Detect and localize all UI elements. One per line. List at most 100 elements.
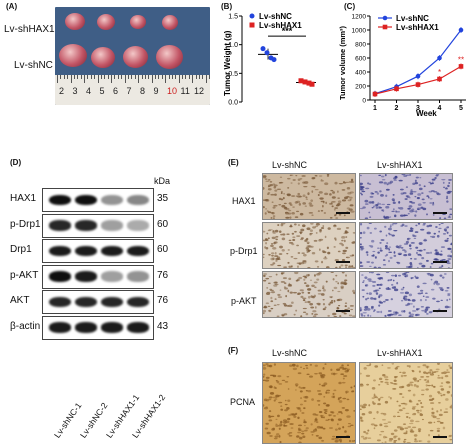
cell-nucleus — [397, 274, 402, 277]
cell-nucleus — [428, 190, 433, 193]
cell-nucleus — [302, 261, 307, 264]
cell-nucleus — [360, 419, 364, 422]
cell-nucleus — [393, 379, 397, 383]
cell-nucleus — [312, 226, 316, 229]
cell-nucleus — [428, 433, 430, 437]
cell-nucleus — [300, 315, 303, 317]
cell-nucleus — [334, 181, 338, 185]
cell-nucleus — [393, 440, 397, 443]
cell-nucleus — [283, 424, 286, 427]
cell-nucleus — [327, 251, 331, 255]
cell-nucleus — [446, 298, 449, 302]
cell-nucleus — [430, 190, 435, 192]
cell-nucleus — [360, 231, 363, 235]
cell-nucleus — [298, 276, 303, 280]
cell-nucleus — [348, 439, 352, 443]
cell-nucleus — [283, 304, 288, 307]
blot-kda-label: 60 — [157, 218, 169, 230]
cell-nucleus — [448, 179, 452, 181]
cell-nucleus — [268, 309, 272, 313]
cell-nucleus — [318, 436, 323, 440]
cell-nucleus — [296, 278, 300, 282]
cell-nucleus — [401, 310, 405, 313]
cell-nucleus — [448, 434, 452, 437]
cell-nucleus — [360, 416, 363, 419]
c-xtick-label: 5 — [459, 105, 463, 112]
cell-nucleus — [441, 371, 444, 375]
cell-nucleus — [303, 253, 307, 257]
blot-band — [127, 271, 149, 282]
cell-nucleus — [303, 421, 307, 424]
cell-nucleus — [405, 174, 410, 176]
cell-nucleus — [373, 309, 376, 312]
cell-nucleus — [378, 181, 384, 184]
cell-nucleus — [297, 182, 300, 185]
cell-nucleus — [406, 442, 411, 443]
cell-nucleus — [291, 301, 294, 304]
cell-nucleus — [341, 239, 344, 242]
cell-nucleus — [366, 226, 370, 230]
cell-nucleus — [405, 240, 409, 244]
cell-nucleus — [401, 223, 405, 227]
cell-nucleus — [433, 421, 436, 424]
cell-nucleus — [309, 363, 313, 366]
cell-nucleus — [438, 401, 441, 404]
cell-nucleus — [411, 208, 415, 211]
cell-nucleus — [337, 398, 340, 401]
c-point — [458, 64, 464, 69]
cell-nucleus — [447, 293, 451, 295]
cell-nucleus — [351, 241, 355, 244]
cell-nucleus — [446, 231, 449, 234]
cell-nucleus — [407, 426, 412, 428]
cell-nucleus — [395, 210, 398, 213]
cell-nucleus — [360, 314, 364, 317]
cell-nucleus — [318, 410, 323, 414]
c-annotation: ** — [458, 55, 464, 64]
cell-nucleus — [446, 287, 450, 289]
cell-nucleus — [376, 283, 381, 286]
cell-nucleus — [338, 266, 342, 268]
cell-nucleus — [341, 243, 344, 247]
cell-nucleus — [318, 393, 323, 396]
blot-protein-label: AKT — [10, 295, 30, 306]
cell-nucleus — [408, 205, 413, 208]
cell-nucleus — [340, 366, 343, 368]
cell-nucleus — [344, 302, 348, 305]
cell-nucleus — [279, 440, 282, 443]
cell-nucleus — [322, 204, 324, 208]
ruler-number: 4 — [86, 86, 92, 96]
cell-nucleus — [440, 246, 446, 248]
cell-nucleus — [299, 403, 303, 406]
cell-nucleus — [270, 244, 274, 248]
cell-nucleus — [314, 306, 317, 309]
cell-nucleus — [280, 190, 283, 193]
cell-nucleus — [437, 374, 440, 377]
cell-nucleus — [334, 259, 339, 262]
cell-nucleus — [270, 252, 275, 255]
cell-nucleus — [341, 364, 344, 367]
cell-nucleus — [388, 227, 392, 231]
panel-d-label: (D) — [10, 158, 22, 167]
cell-nucleus — [274, 189, 278, 192]
cell-nucleus — [344, 196, 348, 200]
cell-nucleus — [421, 309, 426, 312]
panel-f-col-2: Lv-shHAX1 — [377, 348, 423, 358]
cell-nucleus — [414, 214, 417, 217]
cell-nucleus — [390, 283, 394, 286]
cell-nucleus — [368, 223, 372, 224]
blot-kda-label: 35 — [157, 193, 169, 204]
tumor-volume-chart: Tumor volume (mm³) Week 0 200 400 600 800 100… — [338, 14, 466, 118]
cell-nucleus — [335, 281, 338, 283]
cell-nucleus — [337, 190, 339, 193]
cell-nucleus — [278, 203, 282, 206]
cell-nucleus — [374, 396, 379, 399]
cell-nucleus — [282, 196, 285, 200]
cell-nucleus — [265, 239, 269, 241]
cell-nucleus — [418, 183, 422, 187]
ruler-number: 12 — [194, 86, 205, 96]
cell-nucleus — [270, 300, 274, 303]
cell-nucleus — [410, 227, 413, 230]
cell-nucleus — [330, 368, 333, 372]
cell-nucleus — [417, 292, 422, 295]
cell-nucleus — [321, 260, 324, 264]
